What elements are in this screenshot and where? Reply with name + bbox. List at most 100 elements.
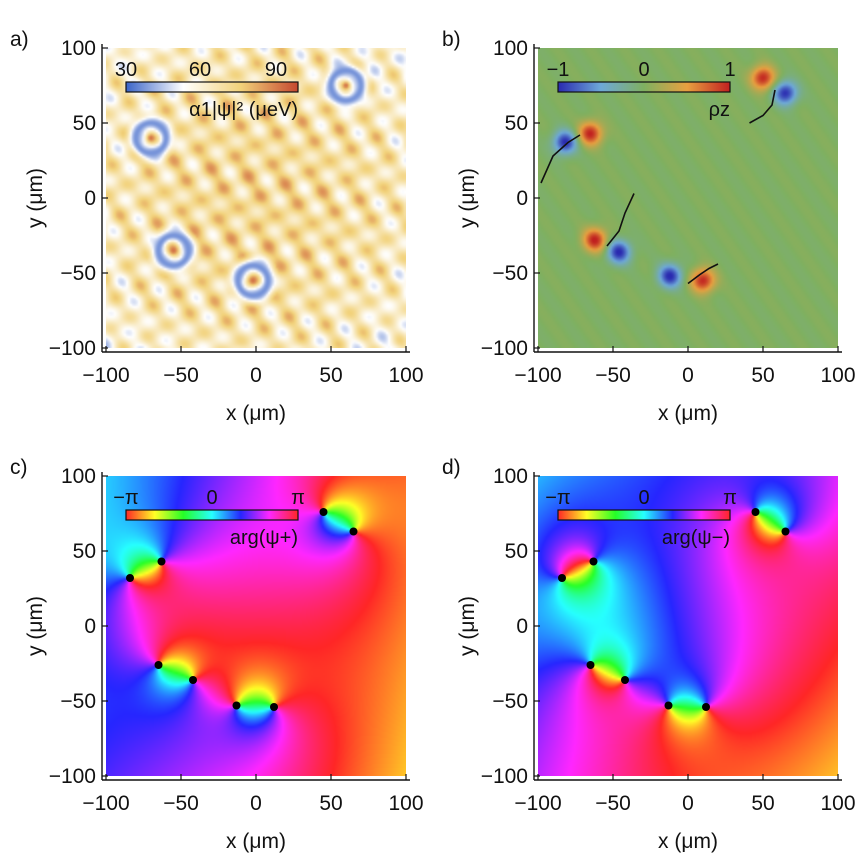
colorbar <box>125 81 299 93</box>
vortex-core-dot <box>589 557 598 566</box>
y-tick-label: 100 <box>493 465 528 488</box>
y-tick-label: 0 <box>516 615 528 638</box>
y-tick-label: 100 <box>493 37 528 60</box>
vortex-core-dot <box>586 661 595 669</box>
vortex-core-dot <box>781 527 790 536</box>
y-tick-label: 50 <box>73 112 96 135</box>
heatmap-image <box>106 476 406 776</box>
y-tick-label: 0 <box>84 187 96 210</box>
x-tick-label: −50 <box>595 792 631 815</box>
panel-b: b) −1 0 1 ρz −100 −100 −50 −50 0 0 50 50 100 100 x (μm)… <box>442 28 856 425</box>
x-tick-label: −100 <box>82 792 129 815</box>
x-axis-label: x (μm) <box>658 830 718 853</box>
trajectory-line <box>606 193 635 247</box>
trajectory-line <box>749 89 776 124</box>
y-tick-label: −100 <box>49 765 96 788</box>
panel-label: a) <box>10 28 29 51</box>
colorbar <box>557 509 731 521</box>
vortex-core-dot <box>154 661 163 669</box>
y-tick-label: 50 <box>505 112 528 135</box>
colorbar-tick-label: −π <box>113 487 138 509</box>
y-tick-label: −50 <box>492 262 528 285</box>
colorbar-tick-label: 1 <box>724 59 735 81</box>
colorbar-tick-label: −1 <box>547 59 570 81</box>
colorbar-tick-label: 0 <box>638 487 649 509</box>
colorbar-tick-label: 90 <box>265 59 287 81</box>
x-tick-label: 0 <box>250 364 262 387</box>
x-axis-label: x (μm) <box>226 402 286 425</box>
panel-d: d) −π 0 π arg(ψ−) −100 −100 −50 −50 0 0 50 50 100 100 x… <box>442 456 856 853</box>
vortex-core-dot <box>349 527 358 536</box>
x-tick-label: −50 <box>163 364 199 387</box>
x-tick-label: 100 <box>820 364 855 387</box>
vortex-core-dot <box>270 703 278 711</box>
x-tick-label: −50 <box>595 364 631 387</box>
x-tick-label: 100 <box>388 364 423 387</box>
panel-label: b) <box>442 28 461 51</box>
colorbar-label: arg(ψ−) <box>662 527 730 549</box>
y-axis-label: y (μm) <box>456 168 479 228</box>
x-axis-label: x (μm) <box>658 402 718 425</box>
heatmap-image <box>538 48 838 348</box>
vortex-core-dot <box>319 508 328 516</box>
x-tick-label: 50 <box>319 364 342 387</box>
colorbar <box>125 509 299 521</box>
vortex-core-dot <box>126 574 134 582</box>
colorbar-tick-label: 30 <box>115 59 137 81</box>
trajectory-line <box>687 263 719 285</box>
y-tick-label: −100 <box>481 765 528 788</box>
vortex-core-dot <box>558 574 566 582</box>
vortex-core-dot <box>664 701 673 710</box>
y-tick-label: 50 <box>505 540 528 563</box>
y-tick-label: −50 <box>60 262 96 285</box>
y-tick-label: −50 <box>60 690 96 713</box>
y-axis-label: y (μm) <box>24 168 47 228</box>
vortex-core-dot <box>189 676 197 684</box>
trajectory-line <box>540 134 581 184</box>
x-tick-label: 50 <box>319 792 342 815</box>
heatmap-image <box>538 476 838 776</box>
colorbar-tick-label: −π <box>545 487 570 509</box>
panel-c: c) −π 0 π arg(ψ+) −100 −100 −50 −50 0 0 50 50 100 100 x… <box>10 456 424 853</box>
y-tick-label: 100 <box>61 465 96 488</box>
colorbar-label: arg(ψ+) <box>230 527 298 549</box>
x-tick-label: 100 <box>388 792 423 815</box>
x-tick-label: −100 <box>514 792 561 815</box>
x-tick-label: 50 <box>751 364 774 387</box>
vortex-core-dot <box>157 557 166 566</box>
x-tick-label: 0 <box>682 792 694 815</box>
heatmap-image <box>106 48 406 348</box>
colorbar-tick-label: 0 <box>638 59 649 81</box>
x-tick-label: 100 <box>820 792 855 815</box>
panel-label: d) <box>442 456 461 479</box>
vortex-core-dot <box>621 676 629 684</box>
y-tick-label: −50 <box>492 690 528 713</box>
colorbar-tick-label: 60 <box>189 59 211 81</box>
y-tick-label: 0 <box>516 187 528 210</box>
vortex-core-dot <box>702 703 710 711</box>
y-tick-label: −100 <box>481 337 528 360</box>
x-tick-label: 50 <box>751 792 774 815</box>
x-tick-label: −100 <box>514 364 561 387</box>
vortex-core-dot <box>232 701 241 710</box>
y-tick-label: −100 <box>49 337 96 360</box>
x-axis-label: x (μm) <box>226 830 286 853</box>
y-tick-label: 0 <box>84 615 96 638</box>
colorbar-label: α1|ψ|² (μeV) <box>189 99 298 121</box>
panel-label: c) <box>10 456 28 479</box>
colorbar-tick-label: π <box>291 487 305 509</box>
colorbar-label: ρz <box>709 99 730 121</box>
x-tick-label: 0 <box>250 792 262 815</box>
y-tick-label: 50 <box>73 540 96 563</box>
y-axis-label: y (μm) <box>456 596 479 656</box>
y-axis-label: y (μm) <box>24 596 47 656</box>
x-tick-label: 0 <box>682 364 694 387</box>
vortex-core-dot <box>751 508 760 516</box>
colorbar-tick-label: π <box>723 487 737 509</box>
x-tick-label: −50 <box>163 792 199 815</box>
colorbar-tick-label: 0 <box>206 487 217 509</box>
colorbar <box>557 81 731 93</box>
panel-a: a) 30 60 90 α1|ψ|² (μeV) −100 −100 −50 −50 0 0 50 50… <box>10 28 424 425</box>
y-tick-label: 100 <box>61 37 96 60</box>
